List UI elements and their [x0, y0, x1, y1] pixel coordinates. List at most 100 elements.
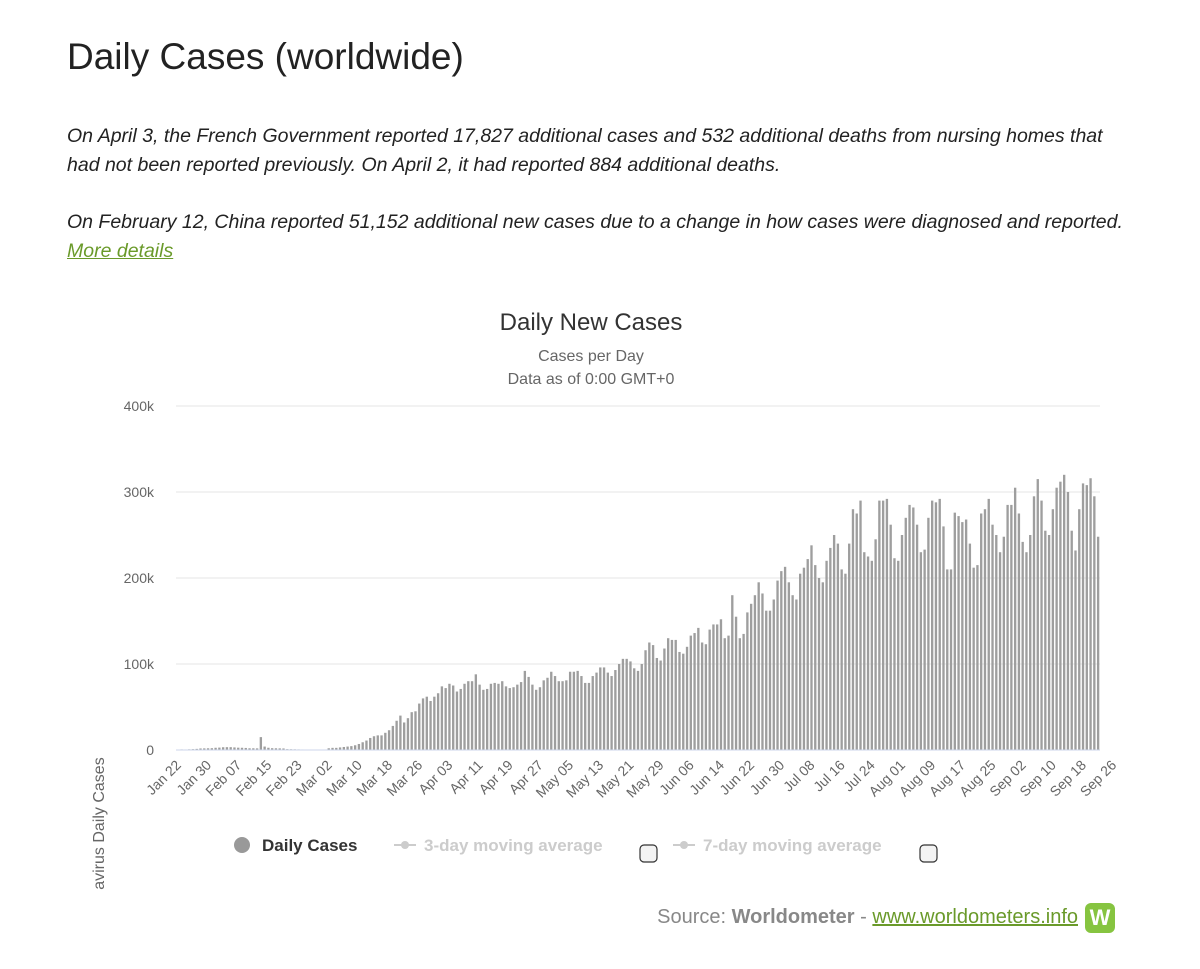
bar [391, 725, 395, 750]
bar [746, 612, 749, 750]
legend-3day-checkbox[interactable] [639, 844, 658, 863]
legend-7day-label: 7-day moving average [703, 836, 882, 855]
bar [512, 687, 515, 750]
bar [749, 603, 753, 750]
bar [814, 565, 817, 750]
note-china-text: On February 12, China reported 51,152 ad… [67, 211, 1123, 233]
bar [946, 569, 949, 750]
bar [829, 547, 832, 750]
bar [195, 748, 198, 750]
bar [648, 642, 651, 750]
bar [384, 732, 387, 750]
bar [644, 650, 647, 750]
bar [546, 677, 549, 750]
bar [267, 747, 270, 750]
bar [403, 722, 406, 750]
bar [455, 691, 459, 750]
bar [399, 715, 402, 750]
bar [218, 747, 221, 750]
more-details-link[interactable]: More details [67, 240, 174, 262]
bar [599, 667, 602, 750]
bar [791, 595, 794, 750]
bar [478, 684, 481, 750]
y-tick-label: 0 [146, 742, 154, 758]
bar [331, 747, 334, 750]
bar [700, 642, 704, 750]
source-link[interactable]: www.worldometers.info [872, 906, 1078, 928]
bar [836, 543, 840, 750]
bar [406, 718, 410, 750]
bar [485, 688, 489, 750]
bar [244, 747, 247, 750]
bar [606, 672, 609, 750]
bar [489, 683, 493, 750]
bar [327, 748, 330, 750]
bar [365, 740, 368, 750]
bar [949, 569, 953, 750]
bar [497, 683, 500, 750]
bar [806, 559, 809, 750]
bar [712, 624, 715, 750]
bar [780, 571, 783, 750]
bar [459, 688, 462, 750]
legend-daily-cases-label: Daily Cases [262, 836, 357, 855]
x-tick-label: Jun 30 [746, 757, 787, 798]
legend-7day-checkbox[interactable] [919, 844, 938, 863]
bar [667, 638, 670, 750]
bar [957, 516, 960, 750]
bar [252, 748, 255, 750]
bar [689, 635, 692, 750]
bar [670, 639, 674, 750]
bar [1085, 485, 1088, 750]
bar [636, 670, 640, 750]
bar [538, 687, 542, 750]
note-china: On February 12, China reported 51,152 ad… [67, 208, 1127, 266]
bar [983, 509, 987, 750]
bar [640, 664, 643, 750]
bar [440, 686, 444, 750]
bar [659, 660, 662, 750]
bar [425, 696, 428, 750]
bar [685, 646, 689, 750]
bar [568, 671, 572, 750]
bar [761, 593, 764, 750]
bar [410, 712, 413, 750]
bar [991, 524, 994, 750]
bar [591, 676, 594, 750]
daily-new-cases-chart: Daily New Cases Cases per Day Data as of… [91, 309, 1119, 890]
bar [376, 735, 379, 750]
bar [783, 566, 787, 750]
bar [565, 680, 568, 750]
bar [237, 747, 240, 750]
bar [610, 676, 613, 750]
bar [874, 539, 877, 750]
bar [584, 682, 587, 750]
chart-subtitle-data-date: Data as of 0:00 GMT+0 [508, 371, 675, 388]
bar [353, 745, 357, 750]
bar [508, 688, 511, 750]
bar [259, 737, 263, 750]
bar [463, 683, 466, 750]
bar [587, 682, 591, 750]
bar [523, 670, 527, 750]
worldometer-logo-icon: W [1085, 903, 1115, 933]
bar [531, 684, 534, 750]
bar [772, 599, 775, 750]
x-tick-label: Jul 08 [780, 757, 818, 795]
bar [395, 720, 398, 750]
bar [919, 552, 923, 750]
bar [1006, 504, 1009, 750]
bar [595, 672, 598, 750]
bar [855, 513, 858, 750]
bar [832, 535, 836, 750]
bar [995, 535, 998, 750]
bar [629, 661, 632, 750]
bar [972, 567, 975, 750]
bar [953, 512, 956, 750]
source-label: Source: [657, 906, 732, 928]
bar [915, 524, 919, 750]
bar [361, 742, 364, 750]
bars [176, 474, 1100, 751]
bar [757, 582, 760, 750]
